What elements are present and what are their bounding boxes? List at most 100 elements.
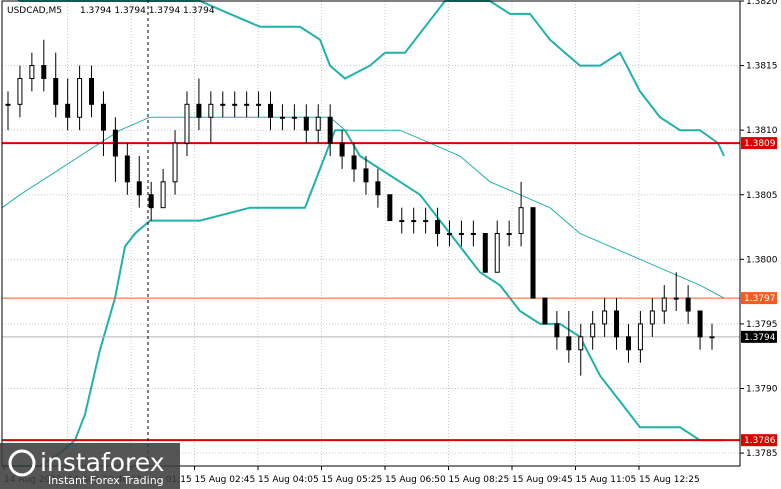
- candle-body: [124, 155, 130, 183]
- y-tick-label: 1.3810: [746, 126, 778, 136]
- candle-body: [590, 323, 596, 338]
- x-tick-label: 15 Aug 04:05: [258, 475, 319, 485]
- x-tick-label: 15 Aug 11:05: [576, 475, 637, 485]
- candle-body: [506, 233, 512, 235]
- candle-body: [220, 103, 226, 106]
- candle-body: [41, 65, 47, 80]
- current-price-label: 1.3794: [744, 333, 776, 343]
- candle-body: [602, 310, 608, 325]
- candle-body: [470, 233, 476, 235]
- candle-body: [458, 233, 464, 235]
- price-axis: 1.3820 1.3815 1.3810 1.3805 1.3800 1.3795 1.37…: [740, 0, 778, 459]
- level-label-bg: [741, 292, 777, 305]
- x-tick-label: 15 Aug 06:50: [385, 475, 446, 485]
- candle-body: [399, 220, 405, 223]
- x-tick-label: 15 Aug 02:45: [195, 475, 256, 485]
- candle-body: [256, 103, 262, 106]
- candle-body: [160, 181, 166, 209]
- candle-body: [375, 181, 381, 196]
- candle-body: [446, 233, 452, 235]
- candle-body: [196, 103, 202, 118]
- candle-body: [29, 65, 35, 80]
- candle-body: [172, 142, 178, 183]
- candle-body: [112, 129, 118, 157]
- candle-body: [566, 336, 572, 351]
- y-tick-label: 1.3820: [746, 0, 778, 7]
- candle-body: [411, 220, 417, 223]
- candle-body: [53, 78, 59, 105]
- candle-body: [208, 103, 214, 118]
- y-tick-label: 1.3800: [746, 255, 778, 265]
- candle-body: [578, 336, 584, 351]
- candle-body: [65, 103, 71, 118]
- candle-body: [327, 116, 333, 144]
- candle-body: [709, 336, 715, 339]
- candlesticks: [5, 39, 715, 376]
- candle-body: [363, 168, 369, 183]
- logo-mark-icon: [8, 449, 36, 477]
- candle-body: [77, 78, 83, 118]
- level-label-bg: [741, 434, 777, 447]
- candle-body: [184, 103, 190, 144]
- x-tick-label: 15 Aug 05:25: [322, 475, 383, 485]
- candle-body: [482, 233, 488, 273]
- candle-body: [17, 78, 23, 105]
- level-label: 1.3786: [744, 436, 776, 446]
- candle-body: [268, 103, 274, 118]
- chart-symbol: USDCAD,M5: [7, 6, 62, 16]
- candle-body: [89, 78, 95, 105]
- grid-lines: [2, 0, 740, 466]
- candle-body: [5, 103, 11, 106]
- level-label-bg: [741, 137, 777, 150]
- candle-body: [685, 297, 691, 312]
- candle-body: [697, 310, 703, 338]
- x-tick-label: 15 Aug 09:45: [512, 475, 573, 485]
- logo-tagline: Instant Forex Trading: [48, 474, 164, 487]
- candle-body: [291, 116, 297, 119]
- candle-body: [530, 207, 536, 299]
- candle-body: [625, 336, 631, 351]
- level-label: 1.3809: [744, 139, 776, 149]
- candle-body: [435, 220, 441, 234]
- candle-body: [351, 155, 357, 170]
- candle-body: [518, 207, 524, 235]
- level-label: 1.3797: [744, 294, 776, 304]
- candle-body: [232, 103, 238, 106]
- y-tick-label: 1.3795: [746, 320, 778, 330]
- candle-body: [279, 116, 285, 119]
- plot-border: [1, 0, 741, 467]
- y-tick-label: 1.3785: [746, 449, 778, 459]
- candle-body: [649, 310, 655, 325]
- candle-body: [100, 103, 106, 131]
- logo-brand: instaforex: [40, 448, 165, 477]
- candle-body: [542, 297, 548, 325]
- candle-body: [673, 297, 679, 300]
- y-tick-label: 1.3815: [746, 62, 778, 72]
- level-price-labels: 1.3809 1.3797 1.3786 1.3794: [741, 137, 777, 447]
- instaforex-logo: instaforex Instant Forex Trading: [0, 443, 180, 489]
- candle-body: [387, 194, 393, 222]
- chart-ohlc: 1.3794 1.3794 1.3794 1.3794: [80, 6, 215, 16]
- moving-average-line: [1, 116, 725, 299]
- current-price-bg: [741, 330, 777, 343]
- candle-body: [614, 310, 620, 338]
- candle-body: [554, 323, 560, 338]
- candle-body: [339, 142, 345, 157]
- x-tick-label: 15 Aug 08:25: [449, 475, 510, 485]
- candle-body: [303, 116, 309, 131]
- candle-body: [148, 194, 154, 209]
- candle-body: [315, 116, 321, 131]
- logo-background: [0, 443, 180, 489]
- candle-body: [494, 233, 500, 273]
- y-tick-label: 1.3790: [746, 385, 778, 395]
- candle-body: [661, 297, 667, 312]
- candle-body: [136, 181, 142, 196]
- bollinger-band-line: [2, 129, 724, 467]
- x-tick-label: 15 Aug 12:25: [639, 475, 700, 485]
- candle-body: [637, 323, 643, 351]
- candle-body: [244, 103, 250, 106]
- candle-body: [423, 220, 429, 223]
- y-tick-label: 1.3805: [746, 191, 778, 201]
